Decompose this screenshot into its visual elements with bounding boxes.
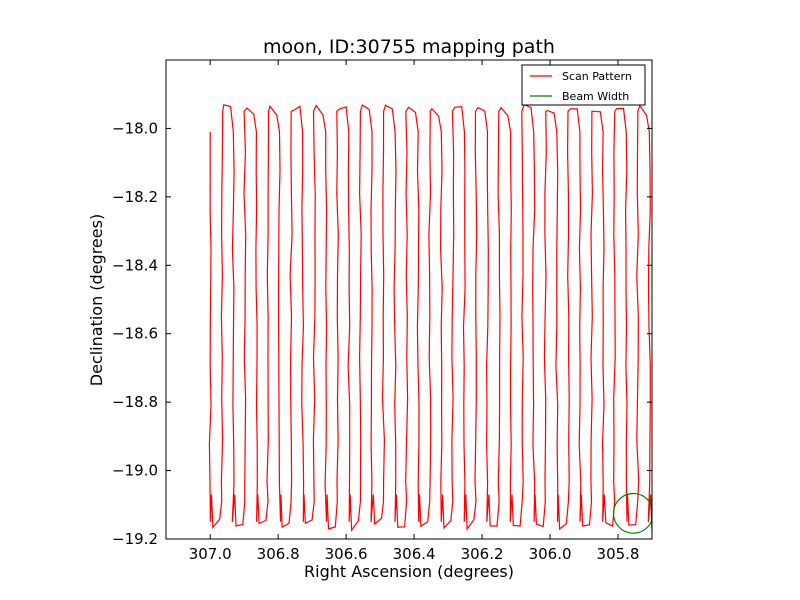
series-scan-pattern-line: [208, 103, 652, 532]
x-tick-label: 307.0: [189, 545, 232, 563]
legend-frame: [521, 64, 646, 106]
chart-title: moon, ID:30755 mapping path: [263, 36, 555, 58]
y-tick-label: −19.2: [112, 530, 158, 548]
x-axis-label: Right Ascension (degrees): [304, 562, 514, 581]
x-tick-label: 306.6: [325, 545, 368, 563]
x-tick-label: 306.4: [393, 545, 436, 563]
x-axis-ticks: 307.0 306.8 306.6 306.4 306.2 306.0 305.8: [189, 60, 640, 563]
x-tick-label: 306.0: [529, 545, 572, 563]
y-tick-label: −18.4: [112, 256, 158, 274]
legend-label-beam-width: Beam Width: [562, 90, 629, 103]
legend: Scan Pattern Beam Width: [521, 64, 646, 106]
y-tick-label: −19.0: [112, 462, 158, 480]
x-tick-label: 305.8: [597, 545, 640, 563]
y-tick-label: −18.0: [112, 119, 158, 137]
x-tick-label: 306.2: [461, 545, 504, 563]
y-axis-label: Declination (degrees): [87, 214, 106, 386]
y-tick-label: −18.8: [112, 393, 158, 411]
y-tick-label: −18.6: [112, 325, 158, 343]
legend-label-scan-pattern: Scan Pattern: [562, 70, 632, 83]
plot-area: 307.0 306.8 306.6 306.4 306.2 306.0 305.8 −18.…: [112, 59, 653, 563]
x-tick-label: 306.8: [257, 545, 300, 563]
series-beam-width-circle: [612, 492, 652, 534]
series-layer: [208, 103, 652, 534]
y-axis-ticks: −18.0 −18.2 −18.4 −18.6 −18.8 −19.0 −19.2: [112, 119, 652, 548]
plot-frame: [165, 59, 653, 540]
y-tick-label: −18.2: [112, 188, 158, 206]
